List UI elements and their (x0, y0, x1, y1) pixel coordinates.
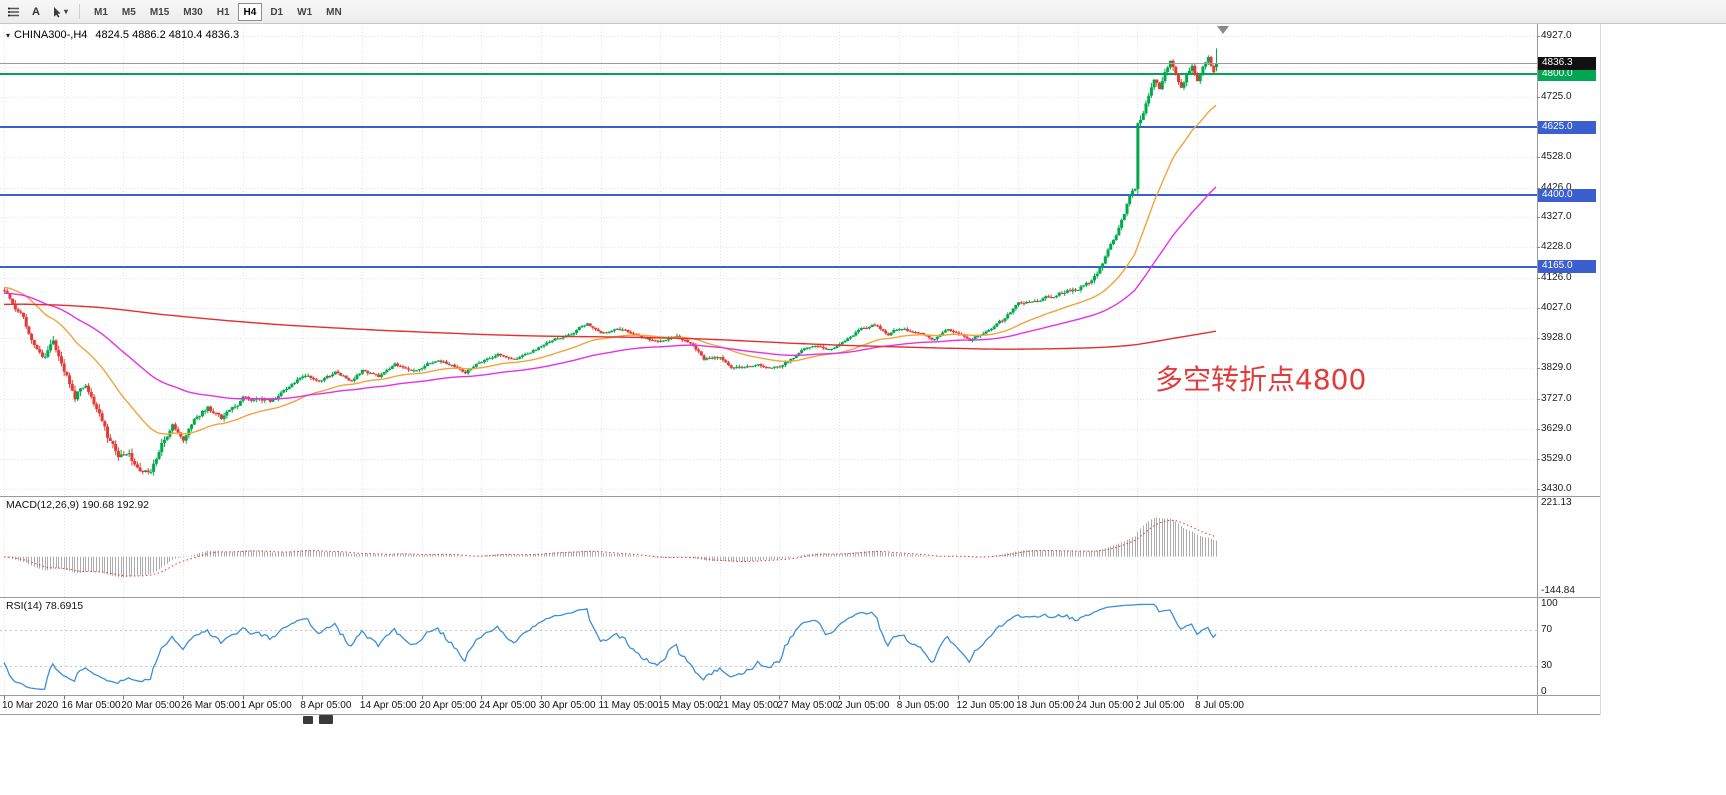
tf-button-w1[interactable]: W1 (291, 3, 318, 21)
price-axis-label: 3430.0 (1541, 482, 1572, 494)
price-axis-label: 4126.0 (1541, 272, 1572, 284)
time-axis-label: 15 May 05:00 (658, 700, 719, 711)
price-axis-label: 3727.0 (1541, 393, 1572, 404)
toolbar-separator (79, 4, 81, 19)
tf-button-m30[interactable]: M30 (177, 3, 208, 21)
time-axis-label: 14 Apr 05:00 (359, 700, 417, 711)
time-axis-label: 24 Jun 05:00 (1075, 700, 1134, 711)
current-price-badge: 4836.3 (1538, 56, 1596, 70)
rsi-axis-label: 0 (1541, 686, 1547, 697)
charts-grid-button[interactable] (3, 2, 24, 22)
timeframe-toolbar: M1 M5 M15 M30 H1 H4 D1 W1 MN (87, 2, 349, 22)
tf-button-h4[interactable]: H4 (237, 3, 263, 22)
time-axis-label: 2 Jun 05:00 (837, 700, 890, 711)
time-axis-label: 20 Apr 05:00 (419, 700, 477, 711)
macd-axis-max: 221.13 (1541, 497, 1572, 508)
price-axis-label: 4927.0 (1541, 29, 1572, 41)
time-axis-label: 8 Apr 05:00 (300, 700, 352, 711)
macd-indicator-title: MACD(12,26,9) 190.68 192.92 (6, 499, 150, 511)
ohlc-values: 4824.5 4886.2 4810.4 4836.3 (95, 29, 240, 41)
price-axis-label: 3829.0 (1541, 362, 1572, 374)
price-axis-label: 4528.0 (1541, 150, 1572, 162)
time-axis-label: 26 Mar 05:00 (180, 700, 240, 711)
time-axis-label: 11 May 05:00 (598, 700, 659, 711)
price-axis-label: 4027.0 (1541, 302, 1572, 314)
price-line-badge: 4800.0 (1538, 67, 1596, 81)
rsi-axis-label: 30 (1541, 659, 1553, 671)
tf-button-d1[interactable]: D1 (264, 3, 289, 21)
tf-button-h1[interactable]: H1 (211, 3, 236, 21)
price-axis-label: 3629.0 (1541, 422, 1572, 434)
rsi-axis-label: 100 (1541, 598, 1558, 609)
symbol-name: CHINA300-,H4 (14, 29, 88, 41)
symbol-dropdown-icon[interactable]: ▾ (6, 31, 11, 40)
price-line-badge: 4165.0 (1538, 260, 1596, 273)
price-axis-label: 4725.0 (1541, 91, 1572, 103)
time-axis-label: 8 Jul 05:00 (1195, 700, 1244, 711)
tf-button-mn[interactable]: MN (320, 3, 348, 21)
time-axis-label: 24 Apr 05:00 (479, 700, 536, 711)
chevron-down-icon: ▾ (64, 7, 69, 16)
time-axis-label: 12 Jun 05:00 (956, 700, 1015, 711)
tf-button-m1[interactable]: M1 (88, 3, 114, 21)
time-axis-label: 10 Mar 2020 (2, 700, 59, 711)
time-axis-label: 1 Apr 05:00 (240, 700, 292, 711)
time-axis-label: 8 Jun 05:00 (896, 700, 950, 711)
tf-button-m15[interactable]: M15 (144, 3, 175, 21)
time-axis-label: 21 May 05:00 (717, 700, 779, 711)
chart-title: ▾ CHINA300-,H4 4824.5 4886.2 4810.4 4836.3 (6, 29, 239, 41)
price-axis-label: 4228.0 (1541, 241, 1572, 253)
price-axis-label: 4327.0 (1541, 211, 1572, 223)
price-line-badge: 4400.0 (1538, 188, 1596, 202)
taskbar-icon[interactable] (303, 716, 313, 724)
time-axis-label: 20 Mar 05:00 (121, 700, 181, 711)
rsi-indicator-title: RSI(14) 78.6915 (6, 600, 84, 612)
time-axis-label: 16 Mar 05:00 (61, 700, 121, 711)
cursor-tool-button[interactable]: ▾ (48, 2, 72, 22)
time-axis-label: 18 Jun 05:00 (1016, 700, 1074, 711)
time-axis-label: 2 Jul 05:00 (1135, 700, 1185, 711)
price-axis-label: 3928.0 (1541, 332, 1572, 344)
cursor-icon (54, 6, 61, 17)
price-annotation: 多空转折点4800 (1155, 363, 1367, 396)
tf-button-m5[interactable]: M5 (116, 3, 142, 21)
time-axis-label: 27 May 05:00 (777, 700, 839, 711)
taskbar-icon[interactable] (319, 715, 333, 724)
macd-axis-min: -144.84 (1541, 585, 1575, 596)
toolbar: A ▾ M1 M5 M15 M30 H1 H4 D1 W1 MN (0, 0, 1726, 24)
text-tool-label: A (32, 5, 40, 18)
price-axis-label: 3529.0 (1541, 452, 1572, 464)
price-axis-label: 4426.0 (1541, 181, 1572, 193)
grid-icon (8, 7, 19, 16)
price-line-badge: 4625.0 (1538, 120, 1596, 134)
time-axis-label: 30 Apr 05:00 (538, 700, 596, 711)
text-tool-button[interactable]: A (26, 2, 46, 22)
rsi-axis-label: 70 (1541, 624, 1553, 636)
